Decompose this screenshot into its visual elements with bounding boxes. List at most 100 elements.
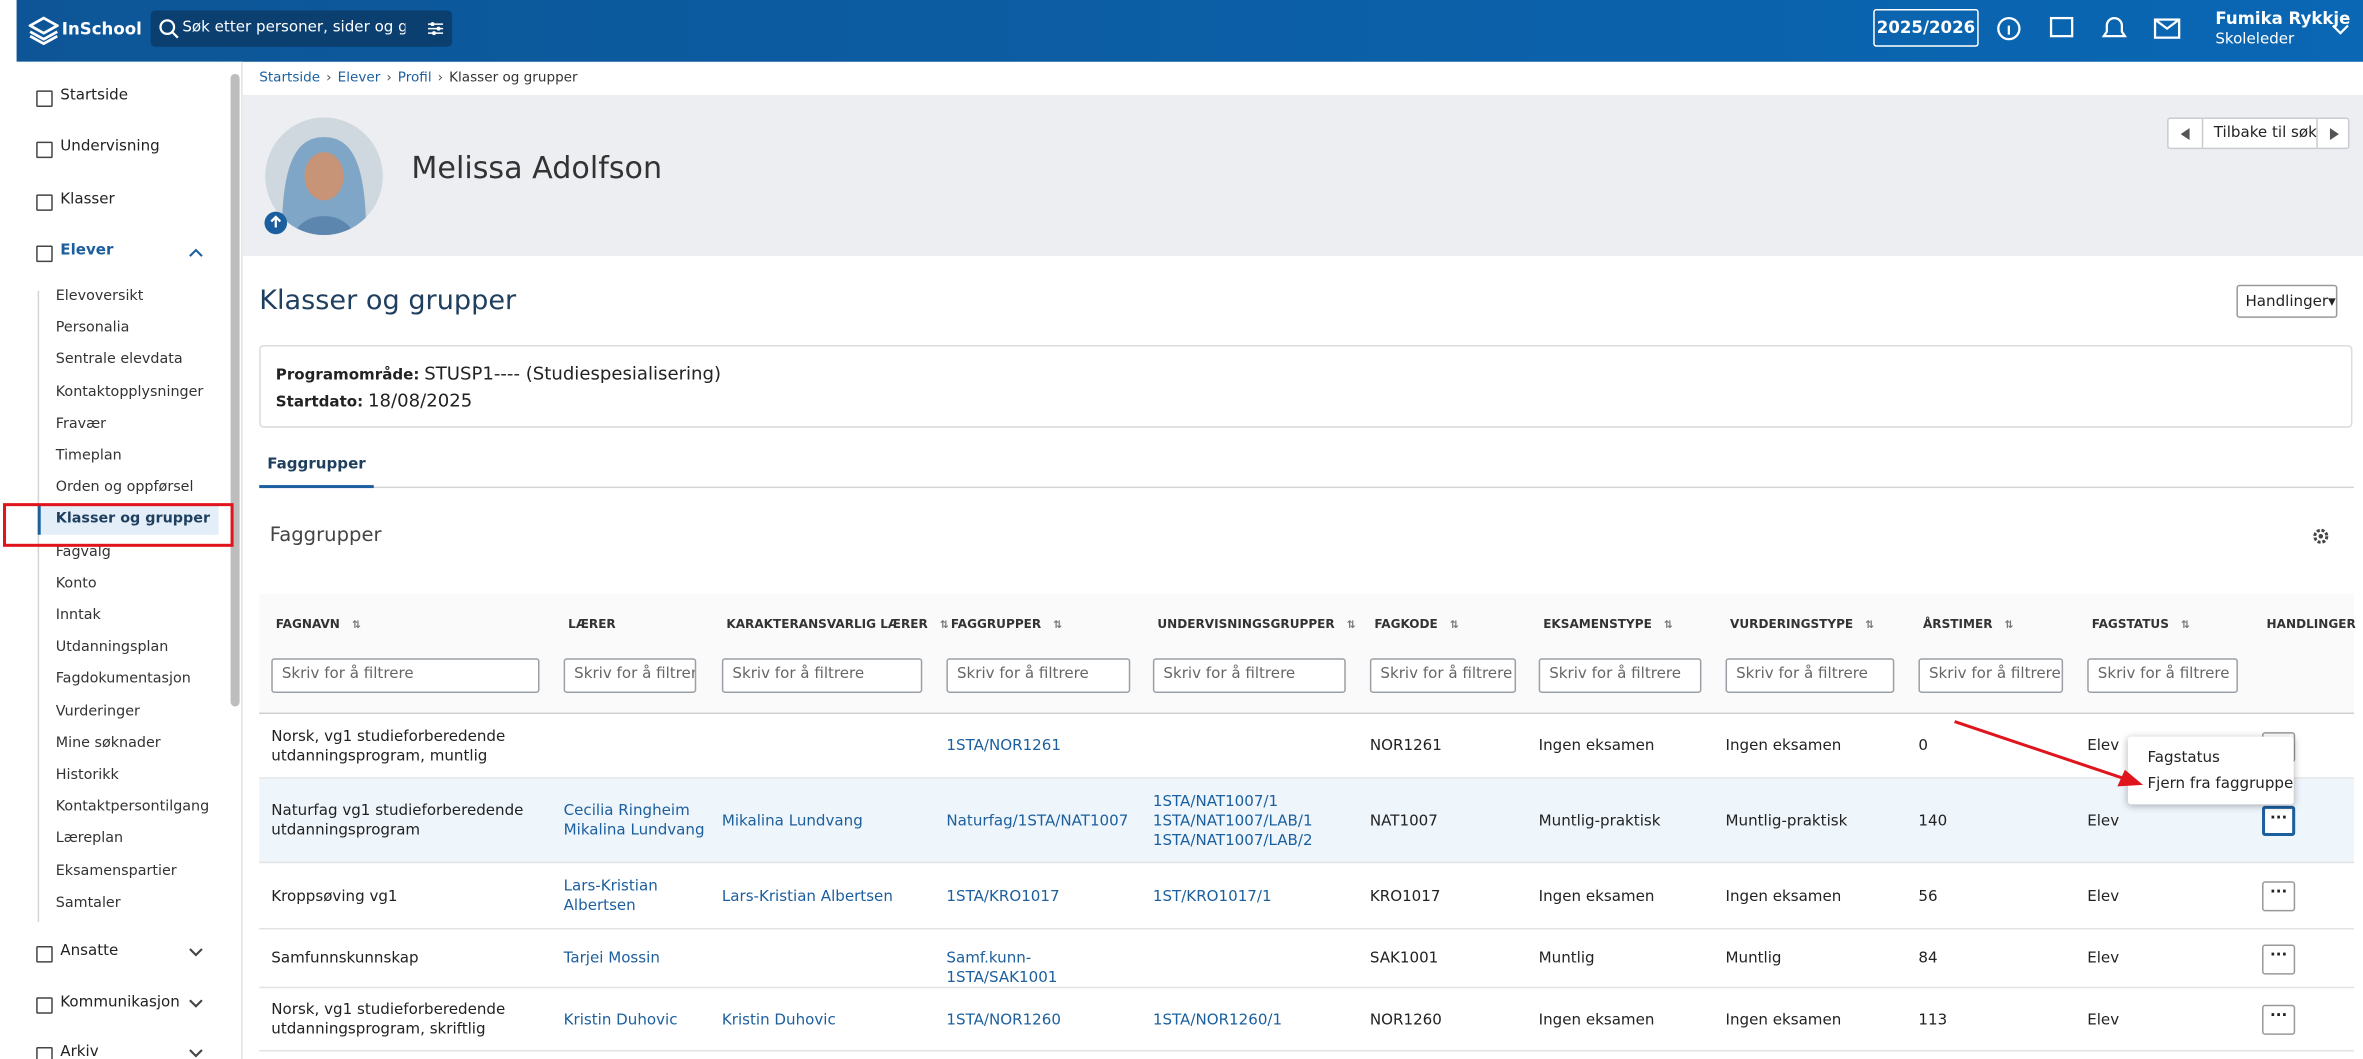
cell-link[interactable]: Mikalina Lundvang <box>563 822 705 840</box>
filter-input[interactable]: Skriv for å filtrere <box>1369 658 1517 693</box>
filter-input[interactable]: Skriv for å filtrere <box>946 658 1131 693</box>
column-header[interactable]: FAGSTATUS ⇅ <box>2091 617 2190 632</box>
column-header[interactable]: VURDERINGSTYPE ⇅ <box>1730 617 1875 632</box>
menu-item[interactable]: Fjern fra faggruppe <box>2147 775 2294 793</box>
subnav-item[interactable]: Vurderinger <box>55 702 140 720</box>
subnav-item[interactable]: Kontaktopplysninger <box>55 383 204 401</box>
subnav-item[interactable]: Orden og oppførsel <box>55 479 194 496</box>
column-header[interactable]: FAGKODE ⇅ <box>1374 617 1459 632</box>
subnav-item[interactable]: Konto <box>55 575 97 592</box>
nav-chevron[interactable] <box>188 1048 203 1059</box>
scrollbar[interactable] <box>230 73 240 707</box>
subnav-item[interactable]: Timeplan <box>55 447 122 464</box>
cell-link[interactable]: Kristin Duhovic <box>721 1011 836 1029</box>
breadcrumb-item[interactable]: Elever <box>337 70 381 86</box>
cell-link[interactable]: 1ST/KRO1017/1 <box>1152 888 1272 905</box>
row-actions-button[interactable]: ··· <box>2262 881 2296 912</box>
subnav-item[interactable]: Inntak <box>55 607 101 624</box>
nav-item[interactable]: Undervisning <box>60 138 160 156</box>
subnav-item[interactable]: Utdanningsplan <box>55 638 169 656</box>
cell-link[interactable]: Lars-Kristian Albertsen <box>563 878 658 915</box>
tab[interactable]: Faggrupper <box>259 456 374 489</box>
column-header[interactable]: KARAKTERANSVARLIG LÆRER ⇅ <box>726 617 949 632</box>
subnav-item[interactable]: Fagvalg <box>55 543 111 560</box>
subnav-item[interactable]: Historikk <box>55 766 119 784</box>
cell-link[interactable]: 1STA/NAT1007/1 <box>1152 793 1279 810</box>
subnav-item[interactable]: Elevoversikt <box>55 287 144 305</box>
cell-link[interactable]: Lars-Kristian Albertsen <box>721 888 893 905</box>
top-icons[interactable] <box>1997 16 2223 44</box>
cell-link[interactable]: Tarjei Mossin <box>563 950 660 968</box>
nav-chevron[interactable] <box>188 247 203 258</box>
subnav-item[interactable]: Eksamenspartier <box>55 862 177 880</box>
filter-input[interactable]: Skriv for å filtrere <box>1152 658 1346 693</box>
upload-photo[interactable] <box>264 211 288 235</box>
sort-icon[interactable]: ⇅ <box>939 619 949 632</box>
row-actions-button[interactable]: ··· <box>2262 1004 2296 1035</box>
sort-icon[interactable]: ⇅ <box>1053 619 1063 632</box>
subnav-item[interactable]: Klasser og grupper <box>55 511 211 528</box>
subnav-item[interactable]: Fravær <box>55 415 107 433</box>
cell-link[interactable]: Samf.kunn-1STA/SAK1001 <box>946 950 1058 987</box>
filter-icon[interactable] <box>426 20 444 38</box>
breadcrumb-item[interactable]: Startside <box>259 70 321 86</box>
nav-chevron[interactable] <box>188 999 203 1010</box>
subnav-item[interactable]: Sentrale elevdata <box>55 351 183 369</box>
sort-icon[interactable]: ⇅ <box>1449 619 1459 632</box>
actions-button[interactable]: Handlinger▾ <box>2236 284 2338 318</box>
filter-input[interactable]: Skriv for å filtrere <box>271 658 540 693</box>
sort-icon[interactable]: ⇅ <box>1346 619 1356 632</box>
year-selector[interactable]: 2025/2026 <box>1873 9 1979 47</box>
subnav-item[interactable]: Læreplan <box>55 830 124 848</box>
cell-link[interactable]: Kristin Duhovic <box>563 1011 678 1029</box>
breadcrumb-item[interactable]: Profil <box>397 70 432 86</box>
filter-input[interactable]: Skriv for å filtrere <box>1918 658 2064 693</box>
row-actions-button[interactable]: ··· <box>2262 943 2296 974</box>
nav-item[interactable]: Kommunikasjon <box>60 994 180 1011</box>
cell-link[interactable]: 1STA/NOR1261 <box>946 738 1061 755</box>
row-actions-button[interactable]: ··· <box>2262 805 2296 837</box>
cell-link[interactable]: Cecilia Ringheim <box>563 802 690 820</box>
subnav-item[interactable]: Personalia <box>55 319 130 337</box>
column-header[interactable]: FAGGRUPPER ⇅ <box>950 617 1063 632</box>
subnav-item[interactable]: Fagdokumentasjon <box>55 670 191 688</box>
filter-input[interactable]: Skriv for å filtrere <box>1725 658 1895 693</box>
settings-icon[interactable] <box>2312 527 2330 545</box>
nav-item[interactable]: Arkiv <box>60 1043 99 1059</box>
nav-item[interactable]: Startside <box>60 87 128 104</box>
cell-link[interactable]: 1STA/KRO1017 <box>946 888 1060 905</box>
user-name[interactable]: Fumika Rykkje <box>2215 9 2351 29</box>
sort-icon[interactable]: ⇅ <box>2004 619 2014 632</box>
subnav-item[interactable]: Kontaktpersontilgang <box>55 798 210 816</box>
sort-icon[interactable]: ⇅ <box>351 619 361 632</box>
cell-link[interactable]: Naturfag/1STA/NAT1007 <box>946 812 1129 830</box>
subnav-item[interactable]: Samtaler <box>55 894 121 912</box>
cell-link[interactable]: 1STA/NOR1260 <box>946 1011 1061 1029</box>
cell-link[interactable]: 1STA/NAT1007/LAB/1 <box>1152 812 1313 830</box>
nav-item[interactable]: Ansatte <box>60 943 119 960</box>
nav-item[interactable]: Klasser <box>60 191 115 208</box>
sort-icon[interactable]: ⇅ <box>1865 619 1875 632</box>
back-to-search[interactable]: Tilbake til søk <box>2213 125 2317 142</box>
filter-input[interactable]: Skriv for å filtrere <box>2087 658 2238 693</box>
next-button[interactable] <box>2316 119 2351 148</box>
column-header[interactable]: UNDERVISNINGSGRUPPER ⇅ <box>1157 617 1356 632</box>
logo[interactable]: InSchool <box>61 19 142 40</box>
nav-item[interactable]: Elever <box>60 242 114 260</box>
filter-input[interactable]: Skriv for å filtrere <box>563 658 697 693</box>
search[interactable]: Søk etter personer, sider og grupper <box>150 10 453 47</box>
subnav-item[interactable]: Mine søknader <box>55 734 161 752</box>
sort-icon[interactable]: ⇅ <box>2180 619 2190 632</box>
cell-link[interactable]: 1STA/NAT1007/LAB/2 <box>1152 832 1313 849</box>
column-header[interactable]: FAGNAVN ⇅ <box>275 617 361 632</box>
cell-link[interactable]: Mikalina Lundvang <box>721 812 863 830</box>
prev-button[interactable] <box>2169 119 2204 148</box>
sort-icon[interactable]: ⇅ <box>1663 619 1673 632</box>
cell-link[interactable]: 1STA/NOR1260/1 <box>1152 1011 1283 1029</box>
filter-input[interactable]: Skriv for å filtrere <box>1538 658 1702 693</box>
menu-item[interactable]: Fagstatus <box>2147 750 2220 767</box>
column-header[interactable]: ÅRSTIMER ⇅ <box>1922 617 2014 632</box>
nav-chevron[interactable] <box>188 948 203 959</box>
column-header[interactable]: EKSAMENSTYPE ⇅ <box>1543 617 1673 632</box>
filter-input[interactable]: Skriv for å filtrere <box>721 658 923 693</box>
